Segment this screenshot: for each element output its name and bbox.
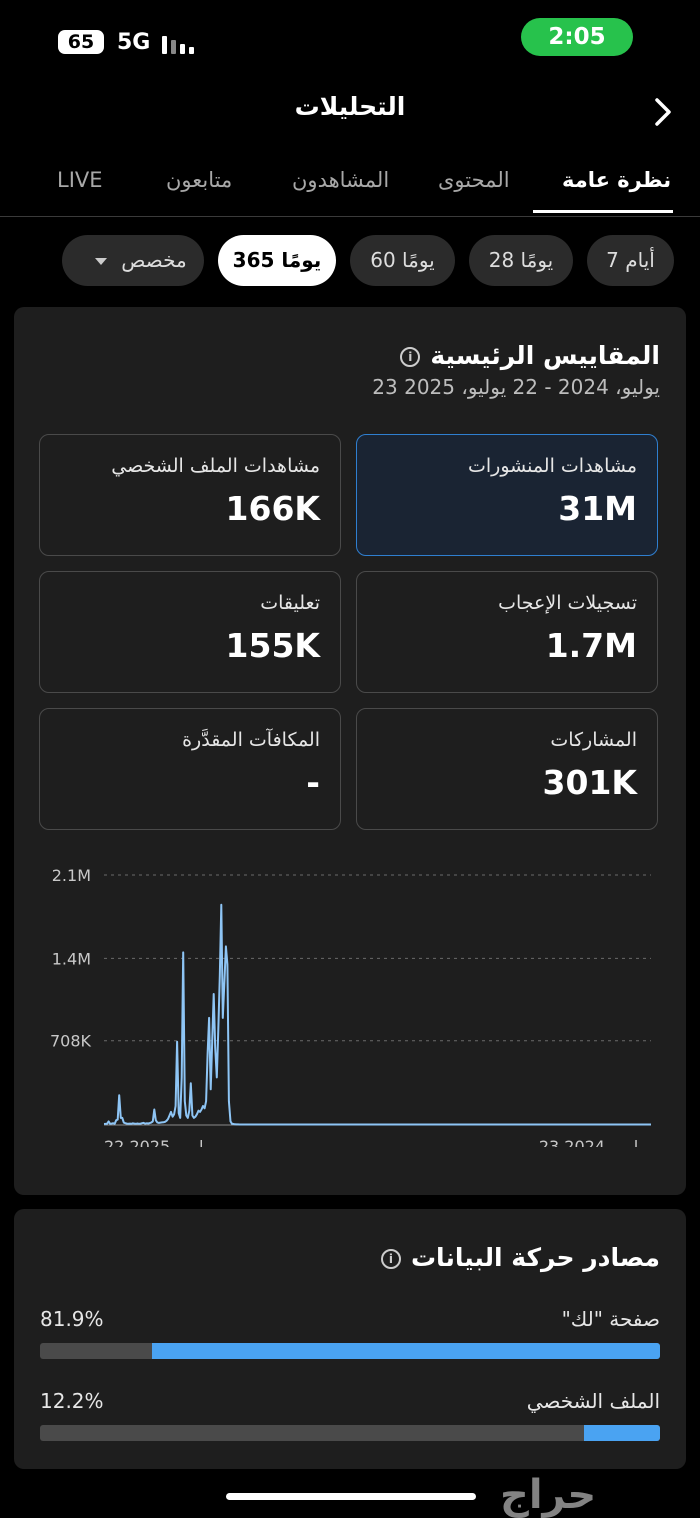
- traffic-sources-card: مصادر حركة البيانات i صفحة "لك" 81.9% الم…: [14, 1209, 686, 1469]
- back-button[interactable]: [648, 92, 680, 132]
- chevron-down-icon: [95, 258, 108, 265]
- metric-label: مشاهدات الملف الشخصي: [111, 455, 320, 477]
- metric-value: 1.7M: [545, 626, 637, 665]
- metric-label: المشاركات: [550, 729, 637, 751]
- metric-comments[interactable]: تعليقات 155K: [39, 571, 341, 693]
- battery-indicator: 65: [58, 30, 104, 54]
- x-tick-label: 23 2024 ، يوليو: [539, 1137, 651, 1147]
- range-365-days[interactable]: 365 يومًا: [218, 235, 336, 286]
- network-type: 5G: [117, 30, 151, 55]
- metric-shares[interactable]: المشاركات 301K: [356, 708, 658, 830]
- traffic-sources-title: مصادر حركة البيانات: [410, 1243, 660, 1272]
- y-tick-label: 1.4M: [52, 949, 91, 968]
- metric-value: 31M: [558, 489, 637, 528]
- range-60-days[interactable]: 60 يومًا: [350, 235, 455, 286]
- metric-value: 155K: [225, 626, 320, 665]
- source-bar-fill: [152, 1343, 660, 1359]
- metric-post-views[interactable]: مشاهدات المنشورات 31M: [356, 434, 658, 556]
- source-label-foryou: صفحة "لك": [561, 1307, 660, 1331]
- metric-label: تسجيلات الإعجاب: [498, 592, 637, 614]
- range-7-days[interactable]: 7 أيام: [587, 235, 674, 286]
- traffic-sources-heading: مصادر حركة البيانات i: [380, 1243, 660, 1272]
- metric-value: 301K: [542, 763, 637, 802]
- metric-value: -: [306, 763, 320, 802]
- home-indicator[interactable]: [226, 1493, 476, 1500]
- range-custom-dropdown[interactable]: مخصص: [62, 235, 204, 286]
- series-line: [103, 903, 651, 1126]
- signal-icon: [162, 32, 202, 54]
- tab-viewers[interactable]: المشاهدون: [292, 168, 390, 192]
- metric-label: تعليقات: [260, 592, 320, 614]
- y-tick-label: 708K: [50, 1032, 92, 1051]
- source-bar-fill: [584, 1425, 660, 1441]
- tab-overview[interactable]: نظرة عامة: [562, 168, 672, 192]
- key-metrics-heading: المقاييس الرئيسية i: [400, 341, 660, 370]
- source-percent-profile: 12.2%: [40, 1389, 104, 1413]
- source-bar-profile: [40, 1425, 660, 1441]
- watermark: حراج: [500, 1472, 597, 1518]
- page-title: التحليلات: [294, 92, 406, 121]
- tab-followers[interactable]: متابعون: [166, 168, 233, 192]
- metric-label: مشاهدات المنشورات: [467, 455, 637, 477]
- x-tick-label: 22 2025 ، يوليو: [104, 1137, 216, 1147]
- chevron-right-icon: [655, 98, 671, 126]
- range-28-days[interactable]: 28 يومًا: [469, 235, 573, 286]
- info-icon[interactable]: i: [380, 1249, 401, 1269]
- key-metrics-card: المقاييس الرئيسية i 23 يوليو، 2024 - 22 ي…: [14, 307, 686, 1195]
- status-bar: 65 5G 2:05: [0, 0, 700, 80]
- metric-estimated-rewards[interactable]: المكافآت المقدَّرة -: [39, 708, 341, 830]
- tab-content[interactable]: المحتوى: [438, 168, 510, 192]
- y-tick-label: 2.1M: [52, 866, 91, 885]
- metric-likes[interactable]: تسجيلات الإعجاب 1.7M: [356, 571, 658, 693]
- analytics-tabs: نظرة عامة المحتوى المشاهدون متابعون LIVE: [0, 160, 700, 217]
- metric-label: المكافآت المقدَّرة: [182, 729, 320, 751]
- date-range: 23 يوليو، 2024 - 22 يوليو، 2025: [372, 375, 660, 399]
- source-percent-foryou: 81.9%: [40, 1307, 104, 1331]
- tab-live[interactable]: LIVE: [57, 168, 103, 192]
- post-views-chart[interactable]: 2.1M 1.4M 708K 22 2025 ، يوليو 23 2024 ، يول…: [14, 847, 686, 1147]
- metric-value: 166K: [225, 489, 320, 528]
- key-metrics-title: المقاييس الرئيسية: [430, 341, 660, 370]
- info-icon[interactable]: i: [400, 347, 421, 367]
- active-tab-indicator: [533, 210, 673, 213]
- metric-profile-views[interactable]: مشاهدات الملف الشخصي 166K: [39, 434, 341, 556]
- source-bar-foryou: [40, 1343, 660, 1359]
- clock[interactable]: 2:05: [521, 18, 633, 56]
- source-label-profile: الملف الشخصي: [526, 1389, 660, 1413]
- range-custom-label: مخصص: [121, 248, 187, 272]
